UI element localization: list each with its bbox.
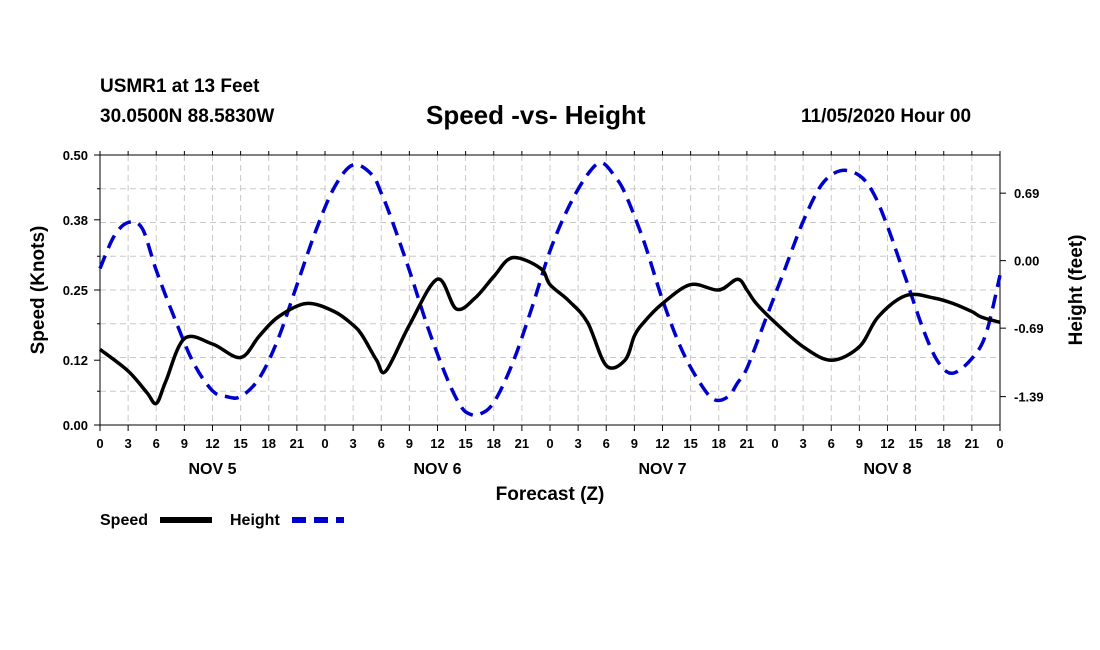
x-tick-label: 0 xyxy=(96,436,103,451)
legend-speed-label: Speed xyxy=(100,512,148,529)
x-tick-label: 3 xyxy=(350,436,357,451)
x-tick-label: 12 xyxy=(655,436,669,451)
x-tick-label: 15 xyxy=(908,436,922,451)
station-name: USMR1 at 13 Feet xyxy=(100,76,260,97)
day-label: NOV 7 xyxy=(638,461,686,478)
x-tick-label: 18 xyxy=(712,436,726,451)
x-tick-label: 0 xyxy=(321,436,328,451)
legend-height-label: Height xyxy=(230,512,280,529)
x-tick-label: 18 xyxy=(487,436,501,451)
x-tick-label: 9 xyxy=(181,436,188,451)
x-tick-label: 21 xyxy=(515,436,529,451)
x-tick-label: 9 xyxy=(406,436,413,451)
x-tick-label: 12 xyxy=(880,436,894,451)
station-coordinates: 30.0500N 88.5830W xyxy=(100,106,275,127)
y2-tick-label: 0.69 xyxy=(1014,186,1039,201)
y-axis-label: Speed (Knots) xyxy=(28,226,49,355)
x-tick-label: 9 xyxy=(631,436,638,451)
y-tick-label: 0.00 xyxy=(63,418,88,433)
y2-tick-label: 0.00 xyxy=(1014,254,1039,269)
speed-series-line xyxy=(98,255,1001,406)
x-tick-label: 21 xyxy=(965,436,979,451)
y2-tick-label: -1.39 xyxy=(1014,390,1044,405)
x-tick-label: 18 xyxy=(937,436,951,451)
x-tick-label: 12 xyxy=(205,436,219,451)
day-label: NOV 5 xyxy=(188,461,236,478)
forecast-time: 11/05/2020 Hour 00 xyxy=(801,106,972,127)
x-tick-label: 15 xyxy=(683,436,697,451)
x-tick-label: 3 xyxy=(125,436,132,451)
y-tick-label: 0.38 xyxy=(63,213,88,228)
y-tick-label: 0.25 xyxy=(63,283,88,298)
x-axis-label: Forecast (Z) xyxy=(496,484,605,505)
day-label: NOV 8 xyxy=(863,461,911,478)
x-tick-label: 0 xyxy=(546,436,553,451)
y-tick-label: 0.12 xyxy=(63,353,88,368)
x-tick-label: 0 xyxy=(996,436,1003,451)
x-tick-label: 9 xyxy=(856,436,863,451)
x-tick-label: 6 xyxy=(603,436,610,451)
x-tick-label: 3 xyxy=(575,436,582,451)
x-tick-label: 18 xyxy=(262,436,276,451)
day-label: NOV 6 xyxy=(413,461,461,478)
x-tick-label: 6 xyxy=(828,436,835,451)
x-tick-label: 6 xyxy=(153,436,160,451)
y-tick-label: 0.50 xyxy=(63,148,88,163)
chart-title: Speed -vs- Height xyxy=(426,100,646,130)
y2-tick-label: -0.69 xyxy=(1014,321,1044,336)
height-series-line xyxy=(98,161,1002,418)
x-tick-label: 0 xyxy=(771,436,778,451)
x-tick-label: 15 xyxy=(458,436,472,451)
y2-axis-label: Height (feet) xyxy=(1066,235,1087,346)
x-tick-label: 21 xyxy=(290,436,304,451)
x-tick-label: 3 xyxy=(800,436,807,451)
x-tick-label: 15 xyxy=(233,436,247,451)
x-tick-label: 21 xyxy=(740,436,754,451)
x-tick-label: 12 xyxy=(430,436,444,451)
x-tick-label: 6 xyxy=(378,436,385,451)
